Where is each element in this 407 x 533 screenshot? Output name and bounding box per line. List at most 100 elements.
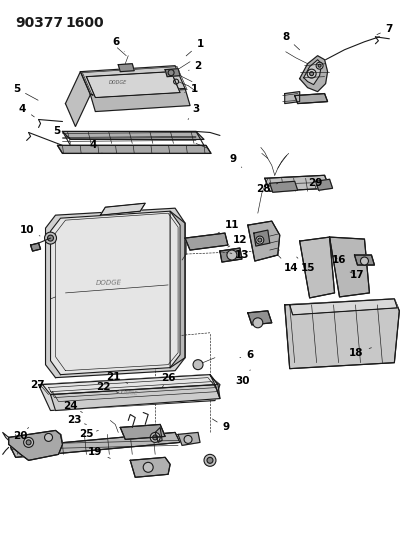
Circle shape: [253, 318, 263, 328]
Polygon shape: [290, 299, 397, 315]
Text: 1600: 1600: [66, 16, 104, 30]
Text: DODGE: DODGE: [109, 80, 127, 85]
Text: 17: 17: [350, 270, 365, 280]
Polygon shape: [248, 221, 280, 261]
Text: 16: 16: [332, 255, 347, 265]
Polygon shape: [66, 71, 90, 126]
Polygon shape: [86, 71, 180, 98]
Polygon shape: [165, 69, 180, 77]
Polygon shape: [63, 132, 204, 140]
Polygon shape: [43, 375, 218, 394]
Polygon shape: [304, 60, 322, 85]
Circle shape: [26, 440, 31, 445]
Text: 29: 29: [309, 178, 323, 188]
Polygon shape: [57, 146, 211, 154]
Text: 27: 27: [30, 379, 53, 393]
Text: 20: 20: [13, 427, 28, 441]
Text: 2: 2: [188, 61, 201, 71]
Polygon shape: [11, 432, 180, 457]
Polygon shape: [295, 94, 328, 103]
Text: 22: 22: [96, 382, 118, 393]
Text: 1: 1: [186, 39, 204, 56]
Text: DODGE: DODGE: [118, 390, 139, 395]
Circle shape: [150, 432, 160, 442]
Circle shape: [316, 62, 323, 69]
Text: 19: 19: [88, 447, 110, 458]
Text: 11: 11: [218, 220, 239, 233]
Polygon shape: [130, 457, 170, 477]
Text: 6: 6: [240, 350, 254, 360]
Circle shape: [227, 250, 237, 260]
Text: 5: 5: [53, 126, 70, 138]
Polygon shape: [120, 424, 165, 439]
Polygon shape: [220, 248, 242, 262]
Text: 8: 8: [282, 32, 300, 50]
Text: 24: 24: [63, 400, 82, 413]
Circle shape: [44, 232, 57, 244]
Text: 13: 13: [230, 250, 249, 260]
Circle shape: [193, 360, 203, 370]
Text: 9: 9: [212, 419, 230, 432]
Circle shape: [153, 435, 158, 440]
Text: 21: 21: [106, 372, 128, 383]
Polygon shape: [46, 208, 185, 377]
Polygon shape: [248, 311, 272, 325]
Text: 18: 18: [349, 348, 372, 358]
Polygon shape: [50, 211, 180, 375]
Polygon shape: [265, 175, 330, 191]
Polygon shape: [31, 243, 41, 251]
Polygon shape: [9, 431, 63, 461]
Text: 4: 4: [90, 140, 102, 154]
Text: 26: 26: [161, 373, 175, 387]
Polygon shape: [330, 237, 370, 297]
Circle shape: [256, 236, 264, 244]
Circle shape: [143, 462, 153, 472]
Polygon shape: [285, 92, 300, 103]
Polygon shape: [270, 181, 298, 192]
Polygon shape: [285, 299, 399, 369]
Text: 4: 4: [19, 103, 34, 117]
Text: 23: 23: [67, 415, 86, 425]
Circle shape: [318, 64, 321, 67]
Text: 30: 30: [236, 370, 250, 385]
Text: 14: 14: [278, 255, 298, 273]
Circle shape: [307, 69, 316, 78]
Circle shape: [24, 438, 34, 447]
Text: 9: 9: [229, 155, 242, 167]
Text: 7: 7: [377, 24, 393, 35]
Polygon shape: [39, 375, 220, 410]
Circle shape: [310, 71, 314, 76]
Polygon shape: [315, 179, 333, 190]
Polygon shape: [300, 56, 328, 92]
Circle shape: [258, 238, 262, 242]
Text: 28: 28: [256, 183, 278, 194]
Circle shape: [48, 235, 53, 241]
Circle shape: [44, 433, 53, 441]
Text: DODGE: DODGE: [95, 280, 121, 286]
Text: 15: 15: [297, 257, 315, 273]
Text: 1: 1: [185, 84, 198, 94]
Circle shape: [207, 457, 213, 463]
Text: 10: 10: [20, 225, 40, 236]
Text: 5: 5: [13, 84, 38, 100]
Text: 12: 12: [228, 235, 247, 247]
Polygon shape: [178, 432, 200, 446]
Polygon shape: [118, 64, 134, 71]
Polygon shape: [50, 385, 220, 410]
Polygon shape: [185, 233, 228, 250]
Circle shape: [184, 435, 192, 443]
Polygon shape: [90, 88, 190, 111]
Polygon shape: [170, 211, 185, 368]
Circle shape: [204, 454, 216, 466]
Circle shape: [361, 257, 368, 265]
Polygon shape: [81, 66, 185, 94]
Text: 90377: 90377: [15, 16, 64, 30]
Text: 25: 25: [79, 430, 98, 439]
Polygon shape: [300, 237, 335, 298]
Polygon shape: [354, 255, 374, 265]
Polygon shape: [210, 375, 220, 399]
Polygon shape: [101, 203, 145, 215]
Polygon shape: [254, 230, 270, 246]
Text: 3: 3: [188, 103, 200, 119]
Text: 6: 6: [113, 37, 124, 52]
